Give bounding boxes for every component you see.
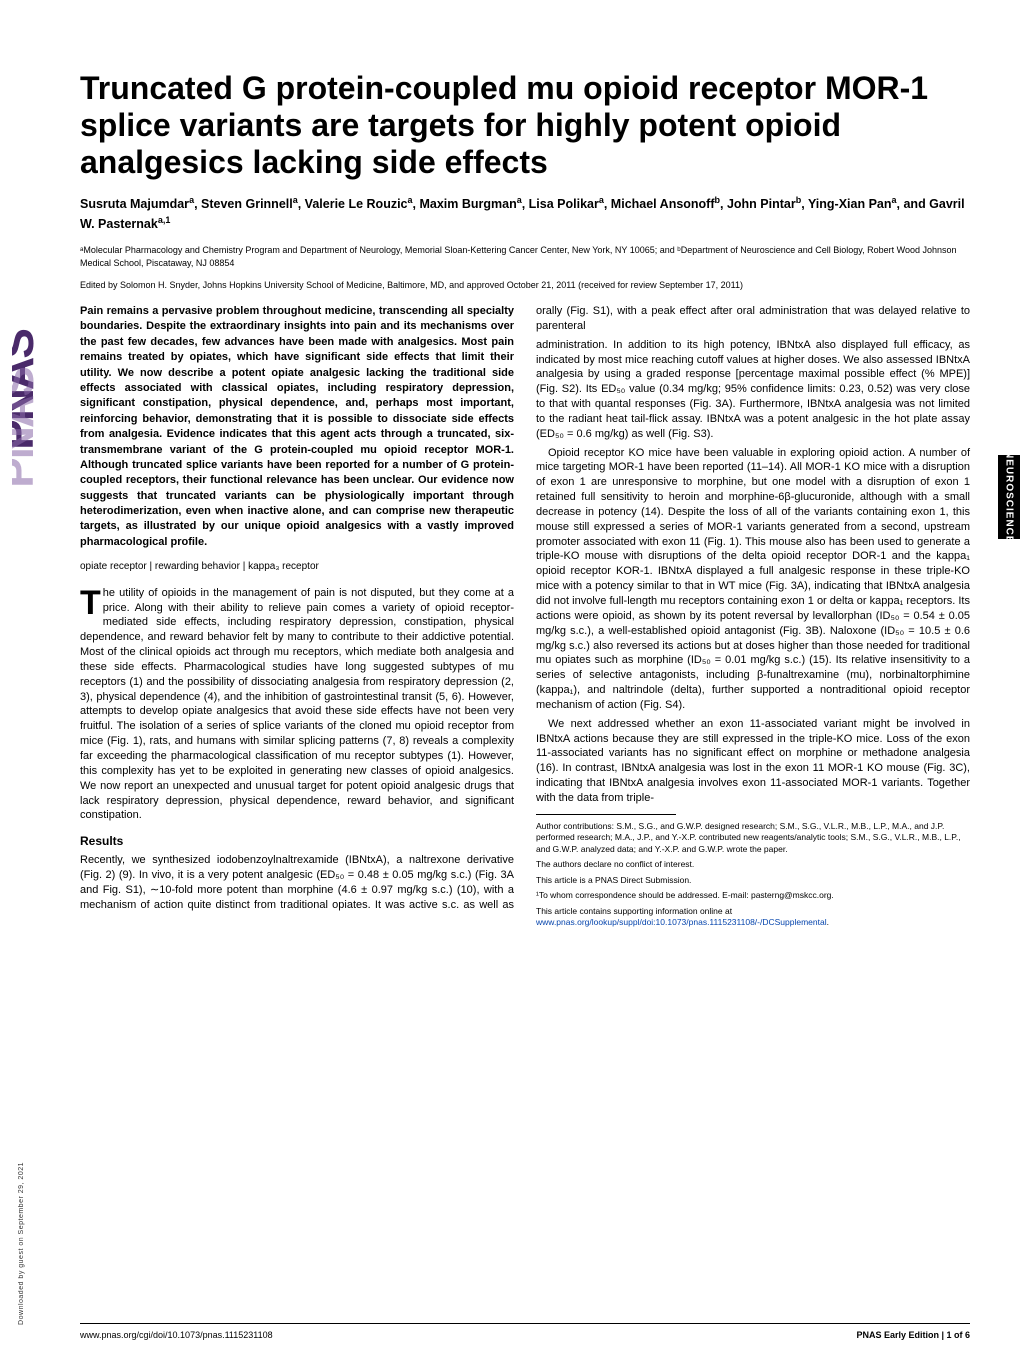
- footnotes-block: Author contributions: S.M., S.G., and G.…: [536, 821, 970, 929]
- footnote-corr: ¹To whom correspondence should be addres…: [536, 890, 970, 901]
- footnote-conflict: The authors declare no conflict of inter…: [536, 859, 970, 870]
- svg-text:PNAS: PNAS: [12, 368, 43, 488]
- abstract: Pain remains a pervasive problem through…: [80, 304, 514, 550]
- authors-line: Susruta Majumdara, Steven Grinnella, Val…: [80, 194, 970, 234]
- footer-doi: www.pnas.org/cgi/doi/10.1073/pnas.111523…: [80, 1330, 273, 1340]
- footnote-direct: This article is a PNAS Direct Submission…: [536, 875, 970, 886]
- edited-line: Edited by Solomon H. Snyder, Johns Hopki…: [80, 279, 970, 292]
- footer-bar: www.pnas.org/cgi/doi/10.1073/pnas.111523…: [80, 1323, 970, 1340]
- results-heading: Results: [80, 833, 514, 849]
- body-columns: Pain remains a pervasive problem through…: [80, 304, 970, 929]
- footer-page: PNAS Early Edition | 1 of 6: [856, 1330, 970, 1340]
- affiliations: ᵃMolecular Pharmacology and Chemistry Pr…: [80, 244, 970, 269]
- footnote-rule: [536, 814, 676, 815]
- intro-text: he utility of opioids in the management …: [80, 587, 514, 822]
- col2-p2: Opioid receptor KO mice have been valuab…: [536, 446, 970, 713]
- intro-paragraph: The utility of opioids in the management…: [80, 586, 514, 824]
- dropcap: T: [80, 586, 103, 619]
- col2-p3: We next addressed whether an exon 11-ass…: [536, 717, 970, 806]
- col2-p1: administration. In addition to its high …: [536, 338, 970, 442]
- keywords: opiate receptor | rewarding behavior | k…: [80, 560, 514, 574]
- footnote-contrib: Author contributions: S.M., S.G., and G.…: [536, 821, 970, 855]
- page-content: Truncated G protein-coupled mu opioid re…: [80, 70, 970, 929]
- supplemental-link[interactable]: www.pnas.org/lookup/suppl/doi:10.1073/pn…: [536, 917, 827, 927]
- download-notice: Downloaded by guest on September 29, 202…: [18, 1162, 25, 1325]
- section-tab: NEUROSCIENCE: [998, 455, 1020, 539]
- article-title: Truncated G protein-coupled mu opioid re…: [80, 70, 970, 180]
- pnas-logo: PNAS PNAS: [12, 90, 54, 690]
- footnote-supp: This article contains supporting informa…: [536, 906, 970, 929]
